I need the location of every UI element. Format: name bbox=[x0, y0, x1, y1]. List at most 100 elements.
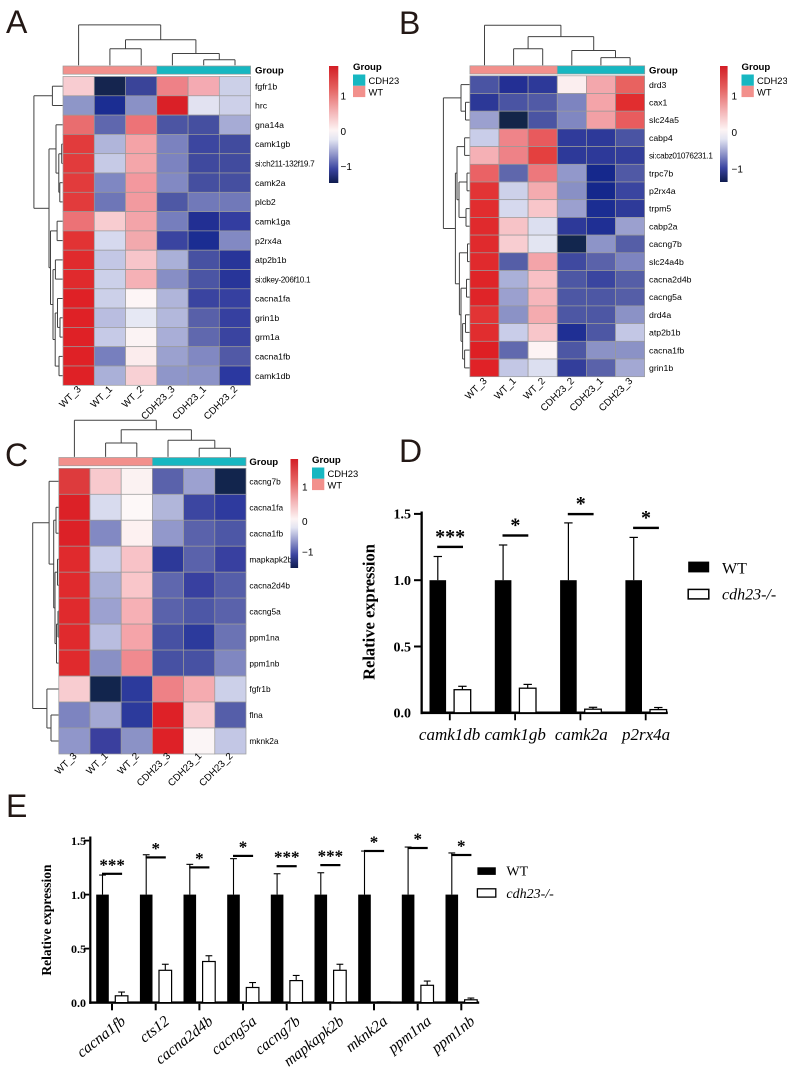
svg-text:0.0: 0.0 bbox=[394, 707, 412, 722]
svg-text:WT: WT bbox=[722, 560, 747, 577]
svg-text:Group: Group bbox=[742, 62, 771, 73]
svg-text:camk1gb: camk1gb bbox=[255, 139, 290, 149]
svg-text:Group: Group bbox=[649, 65, 678, 76]
svg-text:*: * bbox=[239, 837, 248, 856]
svg-text:0: 0 bbox=[302, 517, 308, 528]
svg-text:*: * bbox=[457, 837, 466, 856]
svg-text:*: * bbox=[195, 849, 204, 868]
svg-text:cacna1fb: cacna1fb bbox=[249, 528, 283, 538]
svg-text:fgfr1b: fgfr1b bbox=[255, 81, 277, 91]
svg-text:Relative expression: Relative expression bbox=[360, 544, 379, 680]
svg-text:***: *** bbox=[318, 847, 344, 866]
svg-text:***: *** bbox=[435, 526, 465, 548]
svg-text:Group: Group bbox=[249, 457, 278, 468]
svg-text:*: * bbox=[151, 839, 160, 858]
svg-text:0.5: 0.5 bbox=[71, 942, 86, 956]
svg-text:cacng5a: cacng5a bbox=[649, 292, 682, 302]
svg-text:camk1db: camk1db bbox=[419, 725, 480, 744]
svg-text:si:ch211-132f19.7: si:ch211-132f19.7 bbox=[255, 160, 315, 169]
svg-text:mapkapk2b: mapkapk2b bbox=[249, 554, 292, 564]
svg-text:plcb2: plcb2 bbox=[255, 197, 276, 207]
svg-text:WT: WT bbox=[328, 479, 343, 490]
svg-text:cabp2a: cabp2a bbox=[649, 221, 678, 231]
svg-text:cdh23-/-: cdh23-/- bbox=[506, 887, 554, 902]
svg-text:E: E bbox=[6, 788, 27, 824]
svg-text:cacna1fb: cacna1fb bbox=[255, 352, 290, 362]
svg-text:drd4a: drd4a bbox=[649, 310, 671, 320]
svg-text:cacna1fb: cacna1fb bbox=[649, 345, 684, 355]
svg-text:***: *** bbox=[99, 855, 125, 874]
svg-text:mknk2a: mknk2a bbox=[249, 736, 278, 746]
svg-text:camk2a: camk2a bbox=[555, 725, 608, 744]
svg-text:atp2b1b: atp2b1b bbox=[255, 255, 287, 265]
svg-text:1.0: 1.0 bbox=[71, 888, 86, 902]
svg-text:Group: Group bbox=[312, 455, 341, 466]
svg-text:fgfr1b: fgfr1b bbox=[249, 684, 271, 694]
svg-text:cacng7b: cacng7b bbox=[649, 239, 682, 249]
svg-text:cacng7b: cacng7b bbox=[249, 477, 281, 487]
svg-text:0.5: 0.5 bbox=[394, 640, 412, 655]
svg-text:0.0: 0.0 bbox=[71, 996, 86, 1010]
svg-text:WT: WT bbox=[506, 864, 528, 879]
svg-text:***: *** bbox=[274, 848, 300, 867]
svg-text:−1: −1 bbox=[302, 548, 314, 559]
svg-text:Group: Group bbox=[255, 66, 284, 77]
svg-text:p2rx4a: p2rx4a bbox=[649, 186, 676, 196]
svg-text:si:cabz01076231.1: si:cabz01076231.1 bbox=[649, 152, 713, 161]
svg-text:cacna1fa: cacna1fa bbox=[249, 503, 283, 513]
svg-text:1: 1 bbox=[341, 92, 347, 103]
svg-text:cax1: cax1 bbox=[649, 98, 668, 108]
svg-text:*: * bbox=[641, 507, 651, 529]
svg-text:slc24a5: slc24a5 bbox=[649, 115, 679, 125]
svg-text:cacna2d4b: cacna2d4b bbox=[249, 580, 290, 590]
svg-text:WT: WT bbox=[757, 86, 772, 97]
svg-text:atp2b1b: atp2b1b bbox=[649, 328, 681, 338]
svg-text:*: * bbox=[413, 830, 422, 849]
svg-text:camk2a: camk2a bbox=[255, 178, 286, 188]
svg-text:CDH23: CDH23 bbox=[369, 75, 400, 86]
svg-text:p2rx4a: p2rx4a bbox=[621, 725, 670, 744]
svg-text:drd3: drd3 bbox=[649, 80, 667, 90]
svg-text:cdh23-/-: cdh23-/- bbox=[722, 587, 776, 604]
svg-text:trpm5: trpm5 bbox=[649, 204, 671, 214]
svg-text:B: B bbox=[399, 5, 420, 41]
svg-text:C: C bbox=[5, 437, 28, 473]
svg-text:ppm1nb: ppm1nb bbox=[249, 658, 279, 668]
svg-text:1.5: 1.5 bbox=[394, 508, 412, 523]
svg-text:*: * bbox=[370, 833, 379, 852]
svg-text:flna: flna bbox=[249, 710, 263, 720]
svg-text:cabp4: cabp4 bbox=[649, 133, 673, 143]
svg-text:Relative expression: Relative expression bbox=[39, 864, 54, 976]
svg-text:slc24a4b: slc24a4b bbox=[649, 257, 684, 267]
svg-text:D: D bbox=[399, 433, 422, 469]
svg-text:−1: −1 bbox=[732, 165, 744, 176]
svg-text:*: * bbox=[576, 493, 586, 515]
svg-text:A: A bbox=[6, 4, 28, 40]
svg-text:CDH23: CDH23 bbox=[328, 468, 359, 479]
svg-text:trpc7b: trpc7b bbox=[649, 168, 673, 178]
svg-text:p2rx4a: p2rx4a bbox=[255, 236, 282, 246]
svg-text:cacng5a: cacng5a bbox=[249, 606, 281, 616]
svg-text:grin1b: grin1b bbox=[255, 313, 279, 323]
svg-text:*: * bbox=[510, 515, 520, 537]
svg-text:cacna2d4b: cacna2d4b bbox=[649, 275, 692, 285]
svg-text:−1: −1 bbox=[341, 162, 353, 173]
svg-text:camk1ga: camk1ga bbox=[255, 216, 290, 226]
svg-text:1.0: 1.0 bbox=[394, 574, 412, 589]
svg-text:1: 1 bbox=[302, 483, 308, 494]
svg-text:cacna1fa: cacna1fa bbox=[255, 294, 290, 304]
svg-text:Group: Group bbox=[353, 62, 382, 73]
svg-text:camk1db: camk1db bbox=[255, 371, 290, 381]
svg-text:grm1a: grm1a bbox=[255, 332, 280, 342]
svg-text:0: 0 bbox=[341, 127, 347, 138]
svg-text:0: 0 bbox=[732, 128, 738, 139]
svg-text:gna14a: gna14a bbox=[255, 120, 284, 130]
svg-text:si:dkey-206f10.1: si:dkey-206f10.1 bbox=[255, 275, 311, 284]
svg-text:ppm1na: ppm1na bbox=[249, 632, 279, 642]
svg-text:grin1b: grin1b bbox=[649, 363, 673, 373]
svg-text:1.5: 1.5 bbox=[71, 834, 86, 848]
svg-text:hrc: hrc bbox=[255, 101, 268, 111]
svg-text:1: 1 bbox=[732, 92, 738, 103]
svg-text:WT: WT bbox=[369, 86, 384, 97]
svg-text:CDH23: CDH23 bbox=[757, 75, 787, 86]
